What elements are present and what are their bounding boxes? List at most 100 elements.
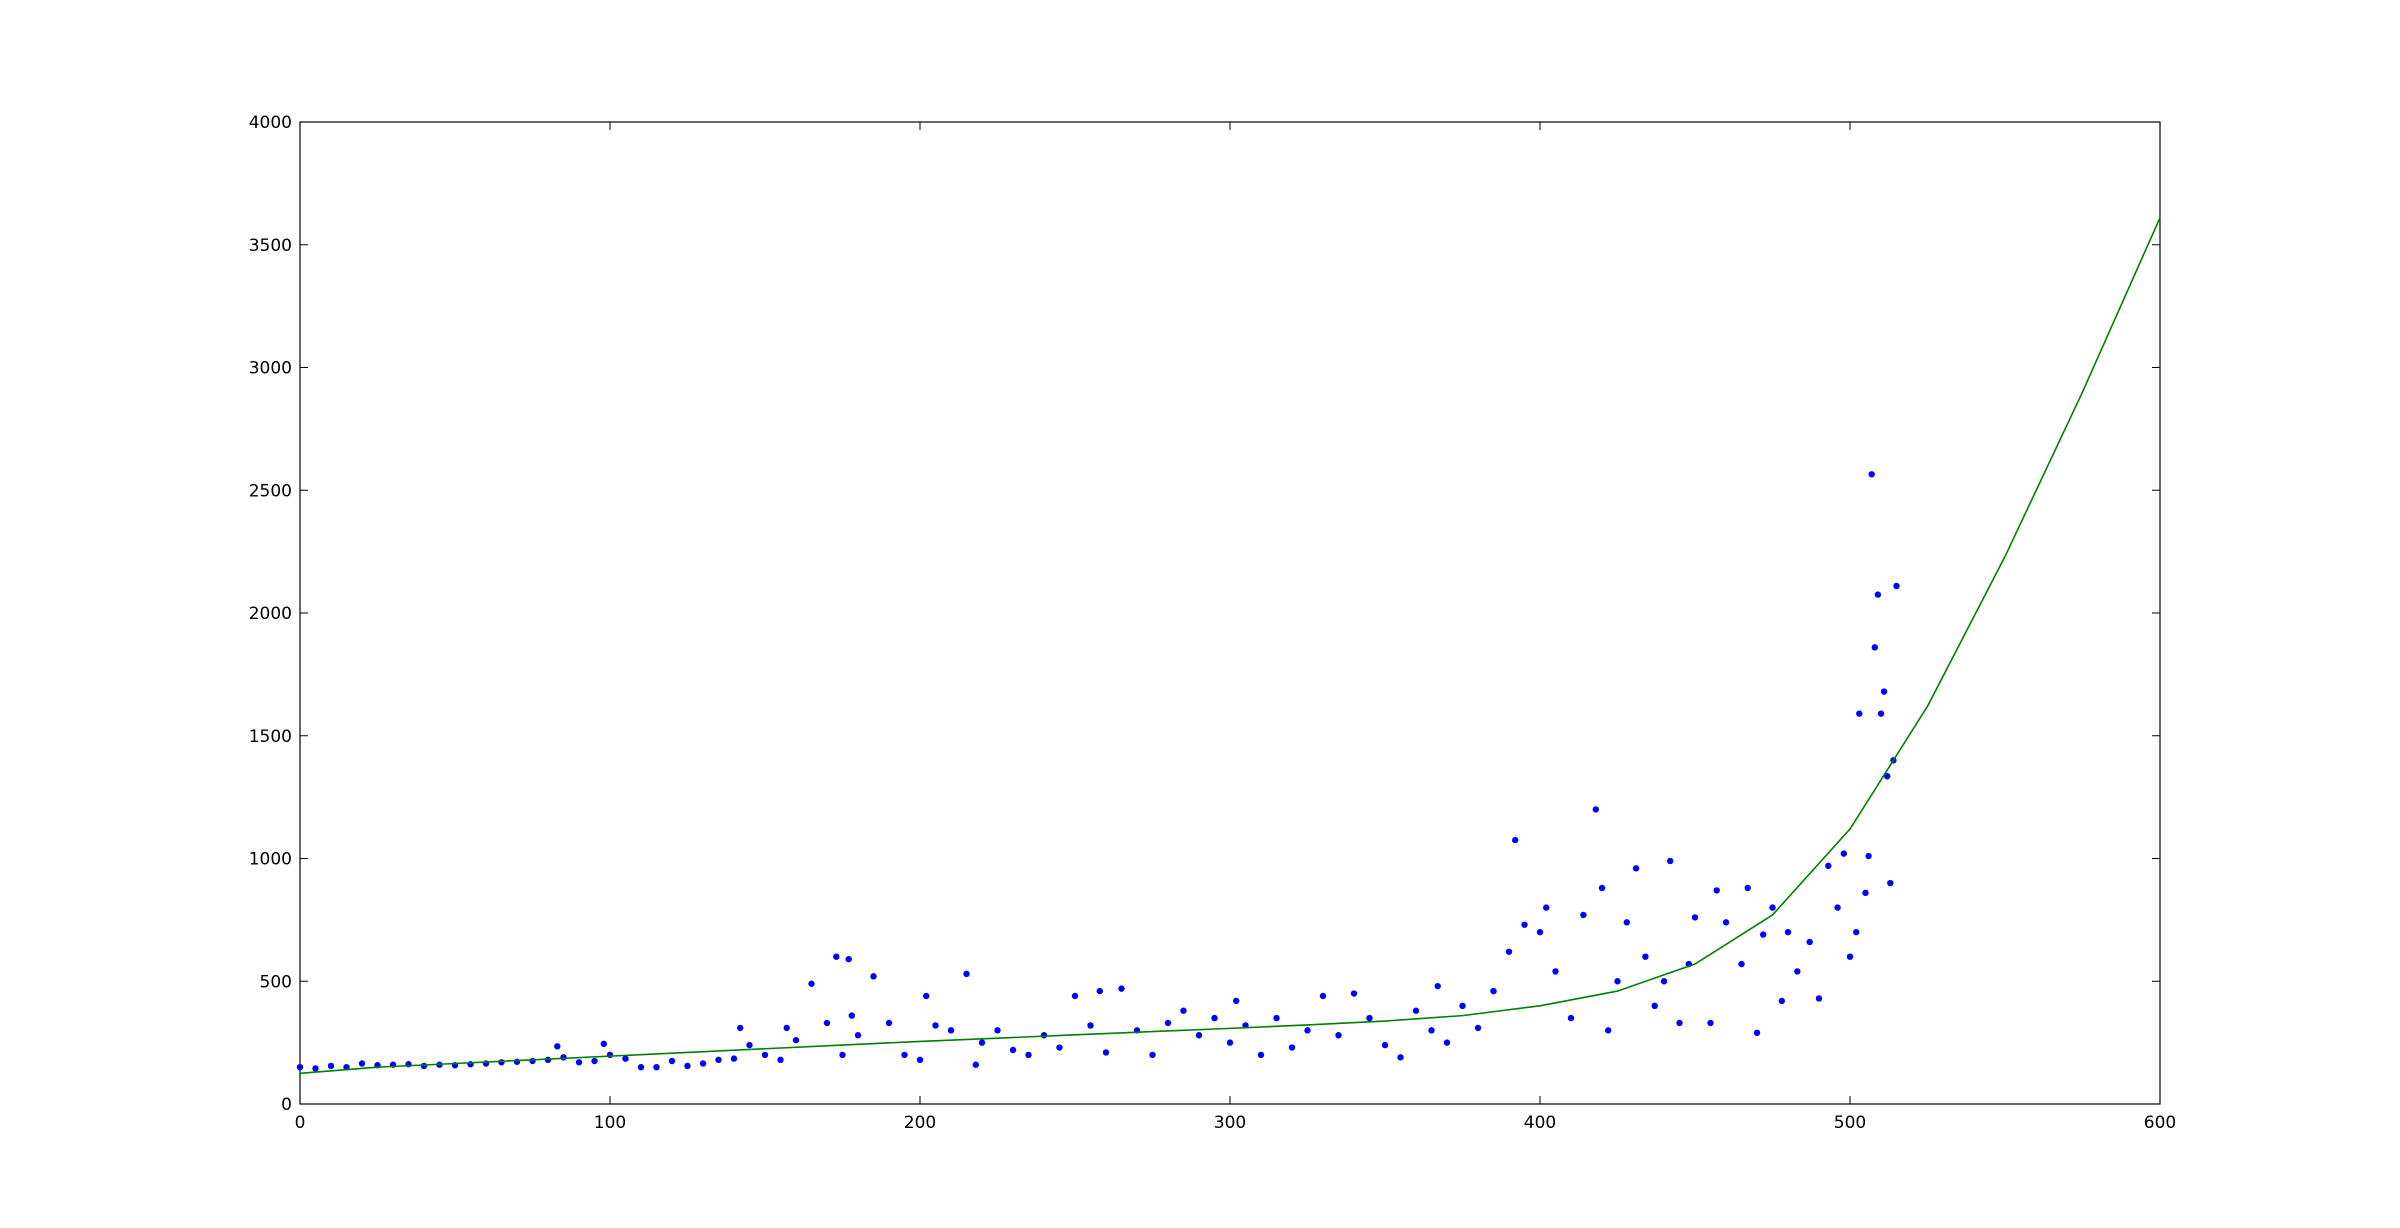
point bbox=[845, 955, 852, 963]
y-tick-label: 1000 bbox=[249, 850, 292, 870]
point bbox=[1319, 992, 1327, 1000]
point bbox=[1304, 1027, 1311, 1034]
point bbox=[737, 1024, 744, 1032]
point bbox=[1853, 928, 1860, 936]
point bbox=[591, 1057, 598, 1065]
point bbox=[1651, 1002, 1658, 1009]
point bbox=[1856, 710, 1863, 717]
point bbox=[529, 1057, 536, 1065]
y-tick-label: 1500 bbox=[249, 727, 292, 747]
point bbox=[1862, 889, 1869, 897]
point bbox=[730, 1055, 738, 1062]
point bbox=[885, 1019, 893, 1027]
point bbox=[1598, 884, 1606, 892]
point bbox=[963, 970, 970, 978]
point bbox=[972, 1061, 979, 1068]
point bbox=[1738, 960, 1745, 968]
point bbox=[783, 1024, 790, 1032]
point bbox=[1846, 953, 1854, 960]
point bbox=[1722, 919, 1730, 926]
point bbox=[1840, 850, 1848, 857]
point bbox=[684, 1062, 691, 1070]
x-tick-label: 200 bbox=[904, 1113, 936, 1133]
point bbox=[1512, 836, 1519, 844]
point bbox=[1623, 919, 1631, 926]
point bbox=[1149, 1051, 1156, 1059]
point bbox=[1521, 921, 1528, 928]
point bbox=[1868, 471, 1875, 478]
point bbox=[1552, 968, 1559, 975]
point bbox=[600, 1040, 607, 1048]
point bbox=[1592, 806, 1600, 813]
point bbox=[1744, 884, 1751, 892]
point bbox=[1815, 995, 1823, 1002]
x-tick-label: 500 bbox=[1834, 1113, 1866, 1133]
point bbox=[1536, 928, 1544, 936]
point bbox=[932, 1022, 939, 1029]
x-tick-label: 400 bbox=[1524, 1113, 1556, 1133]
point bbox=[1614, 978, 1621, 985]
point bbox=[575, 1059, 583, 1066]
point bbox=[1397, 1054, 1404, 1061]
point bbox=[792, 1036, 800, 1044]
point bbox=[1713, 887, 1720, 894]
point bbox=[746, 1041, 753, 1049]
point bbox=[1605, 1027, 1612, 1034]
point bbox=[358, 1060, 366, 1067]
x-tick-label: 0 bbox=[295, 1113, 306, 1133]
point bbox=[1632, 865, 1640, 872]
point bbox=[1505, 948, 1513, 955]
y-tick-label: 500 bbox=[260, 972, 292, 992]
point bbox=[637, 1063, 645, 1071]
point bbox=[1676, 1019, 1683, 1027]
x-tick-label: 100 bbox=[594, 1113, 626, 1133]
point bbox=[1009, 1046, 1017, 1054]
point bbox=[1118, 985, 1125, 992]
y-tick-label: 2000 bbox=[249, 604, 292, 624]
point bbox=[1887, 879, 1894, 887]
point bbox=[1180, 1007, 1187, 1014]
x-tick-label: 600 bbox=[2144, 1113, 2176, 1133]
point bbox=[1381, 1041, 1389, 1049]
point bbox=[1164, 1019, 1172, 1027]
point bbox=[916, 1056, 924, 1064]
point bbox=[1871, 644, 1879, 651]
point bbox=[296, 1063, 304, 1071]
point bbox=[622, 1055, 629, 1062]
point bbox=[1580, 911, 1587, 919]
point bbox=[1806, 938, 1813, 946]
point bbox=[1760, 931, 1767, 938]
point bbox=[1543, 904, 1550, 911]
y-tick-label: 3000 bbox=[249, 359, 292, 379]
point bbox=[1257, 1051, 1265, 1059]
point bbox=[1778, 997, 1786, 1005]
point bbox=[554, 1043, 561, 1050]
point bbox=[513, 1058, 521, 1065]
point bbox=[870, 973, 877, 980]
point bbox=[606, 1051, 614, 1059]
point bbox=[1874, 591, 1882, 598]
y-tick-label: 0 bbox=[281, 1095, 292, 1115]
point bbox=[848, 1012, 855, 1019]
point bbox=[1025, 1051, 1032, 1059]
point bbox=[1567, 1014, 1575, 1022]
point bbox=[498, 1059, 505, 1066]
point bbox=[1102, 1049, 1110, 1056]
point bbox=[1443, 1039, 1451, 1046]
point bbox=[1273, 1014, 1280, 1022]
point bbox=[1226, 1039, 1234, 1046]
point bbox=[1660, 978, 1668, 985]
point bbox=[420, 1062, 428, 1070]
x-tick-label: 300 bbox=[1214, 1113, 1246, 1133]
point bbox=[715, 1056, 722, 1064]
point bbox=[1335, 1032, 1342, 1039]
point bbox=[1474, 1024, 1482, 1032]
point bbox=[1691, 914, 1699, 921]
point bbox=[1056, 1044, 1063, 1051]
point bbox=[1350, 990, 1358, 997]
point bbox=[1195, 1032, 1203, 1039]
point bbox=[1233, 997, 1240, 1005]
point bbox=[1880, 688, 1888, 695]
y-tick-label: 2500 bbox=[249, 481, 292, 501]
point bbox=[1366, 1014, 1373, 1022]
